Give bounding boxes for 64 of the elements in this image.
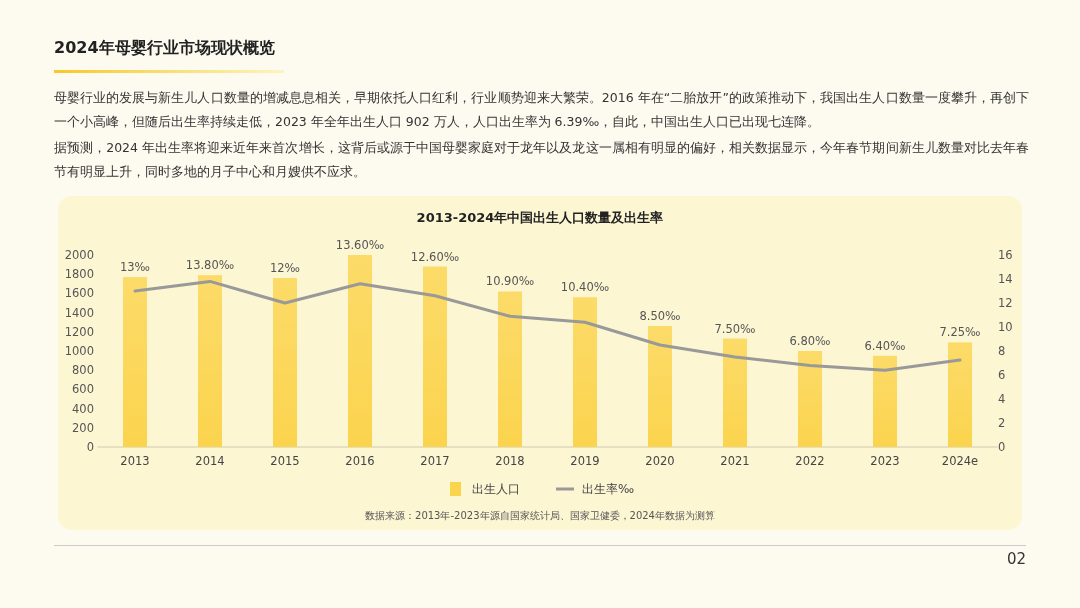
bar bbox=[348, 255, 372, 447]
data-label: 6.80‰ bbox=[789, 334, 831, 348]
x-tick-label: 2014 bbox=[195, 454, 225, 468]
y-tick-label: 1000 bbox=[64, 344, 94, 358]
y2-tick-label: 6 bbox=[998, 368, 1006, 382]
x-tick-label: 2018 bbox=[495, 454, 525, 468]
chart-subtitle: 2013-2024年中国出生人口数量及出生率 bbox=[416, 210, 664, 225]
data-label: 12.60‰ bbox=[410, 249, 460, 264]
y-tick-label: 1600 bbox=[64, 286, 94, 301]
legend-label: 出生人口 bbox=[472, 482, 520, 496]
data-label: 13‰ bbox=[119, 260, 151, 275]
y-tick-label: 400 bbox=[72, 401, 94, 416]
bar bbox=[723, 338, 747, 447]
bar bbox=[123, 277, 147, 447]
data-label: 10.40‰ bbox=[560, 280, 610, 295]
bar bbox=[273, 278, 297, 447]
y-tick-label: 800 bbox=[72, 363, 94, 378]
x-tick-label: 2013 bbox=[120, 454, 150, 468]
y-tick-label: 600 bbox=[72, 382, 94, 397]
data-label: 8.50‰ bbox=[639, 309, 681, 324]
x-tick-label: 2021 bbox=[720, 454, 750, 468]
data-label: 7.50‰ bbox=[714, 321, 756, 336]
y2-tick-label: 12 bbox=[998, 296, 1013, 310]
data-label: 13.80‰ bbox=[185, 258, 235, 273]
text: 02 bbox=[1006, 550, 1026, 568]
bar bbox=[423, 266, 447, 447]
bar bbox=[948, 342, 972, 447]
bar bbox=[498, 291, 522, 447]
x-tick-label: 2020 bbox=[645, 454, 675, 468]
y2-tick-label: 10 bbox=[998, 320, 1013, 334]
y2-tick-label: 16 bbox=[998, 248, 1013, 262]
bar bbox=[648, 326, 672, 447]
bar bbox=[873, 355, 897, 447]
y-tick-label: 1400 bbox=[64, 305, 94, 320]
y2-tick-label: 2 bbox=[998, 416, 1006, 430]
data-label: 12‰ bbox=[269, 261, 301, 276]
y-tick-label: 1800 bbox=[64, 267, 94, 282]
x-tick-label: 2016 bbox=[345, 454, 375, 468]
text: 母婴行业的发展与新生儿人口数量的增减息息相关，早期依托人口红利，行业顺势迎来大繁荣。2016 年在“二胎放开”的政策推动下，我国出生人口数量一度攀升，再创下一个小高峰，但随后出生率持续走低，2023 年全年出生人口 902 万人，人口出生率为 6.39‰，自此，中国出生人口已出现七连降。 bbox=[54, 89, 1029, 131]
legend-label: 出生率‰ bbox=[582, 482, 635, 496]
data-label: 13.60‰ bbox=[335, 238, 385, 252]
x-tick-label: 2019 bbox=[570, 454, 600, 468]
x-tick-label: 2023 bbox=[870, 454, 900, 468]
data-label: 7.25‰ bbox=[939, 325, 981, 340]
chart-title: 2024年母婴行业市场现状概览 bbox=[54, 38, 275, 59]
source-note: 数据来源：2013年-2023年源自国家统计局、国家卫健委，2024年数据为测算 bbox=[365, 510, 715, 521]
x-tick-label: 2017 bbox=[420, 454, 450, 468]
bar bbox=[573, 297, 597, 447]
bar bbox=[198, 275, 222, 447]
x-tick-label: 2015 bbox=[270, 454, 300, 468]
y-tick-label: 2000 bbox=[64, 248, 94, 262]
data-label: 6.40‰ bbox=[864, 338, 906, 353]
data-label: 10.90‰ bbox=[485, 274, 535, 289]
y-tick-label: 0 bbox=[86, 440, 94, 454]
x-tick-label: 2024e bbox=[941, 454, 979, 468]
y2-tick-label: 14 bbox=[998, 272, 1013, 286]
bar bbox=[798, 351, 822, 447]
x-tick-label: 2022 bbox=[795, 454, 825, 468]
y2-tick-label: 4 bbox=[998, 392, 1006, 406]
y2-tick-label: 0 bbox=[998, 440, 1006, 454]
text: 据预测，2024 年出生率将迎来近年来首次增长，这背后或源于中国母婴家庭对于龙年以及龙这一属相有明显的偏好，相关数据显示，今年春节期间新生儿数量对比去年春节有明显上升，同时多地的月子中心和月嫂供不应求。 bbox=[54, 139, 1029, 181]
y-tick-label: 1200 bbox=[64, 324, 94, 339]
y2-tick-label: 8 bbox=[998, 344, 1006, 358]
y-tick-label: 200 bbox=[72, 420, 94, 435]
